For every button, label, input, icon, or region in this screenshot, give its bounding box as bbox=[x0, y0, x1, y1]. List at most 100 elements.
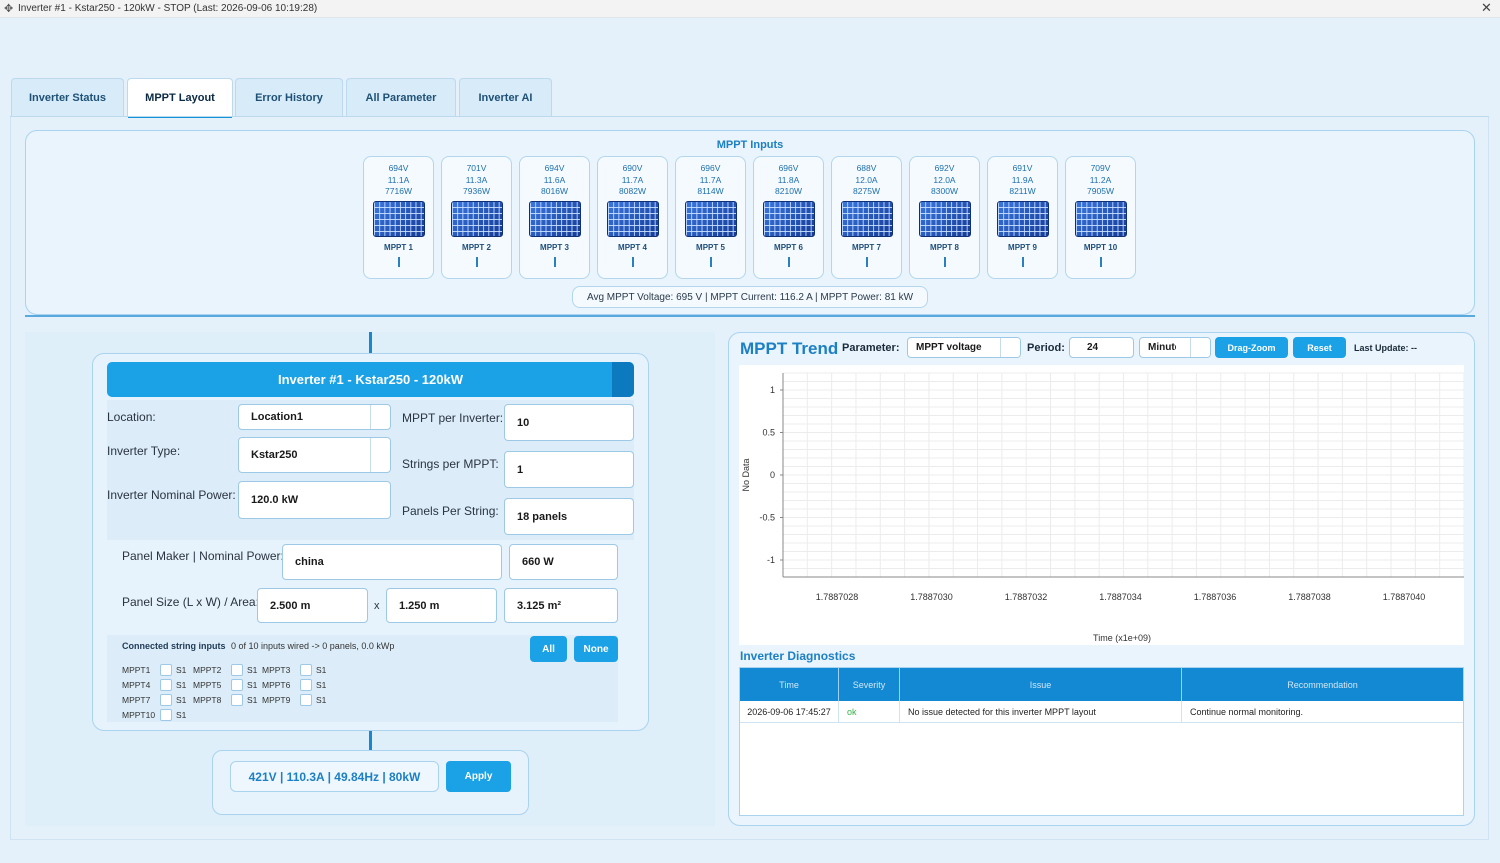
close-icon[interactable]: ✕ bbox=[1481, 1, 1492, 16]
string-input-checkbox[interactable] bbox=[160, 694, 172, 706]
mppt-power: 8210W bbox=[775, 186, 802, 196]
solar-panel-icon bbox=[919, 201, 971, 237]
panel-width-field[interactable]: 1.250 m bbox=[386, 588, 497, 623]
tab-inverter-status[interactable]: Inverter Status bbox=[11, 78, 124, 116]
mppt-card[interactable]: 692V 12.0A 8300W MPPT 8 bbox=[909, 156, 980, 279]
reset-button[interactable]: Reset bbox=[1293, 337, 1346, 358]
panels-per-string-field[interactable]: 18 panels bbox=[504, 498, 634, 535]
panel-length-field[interactable]: 2.500 m bbox=[257, 588, 368, 623]
mppt-current: 12.0A bbox=[855, 174, 878, 185]
string-input-checkbox[interactable] bbox=[300, 664, 312, 676]
string-input-s-label: S1 bbox=[316, 695, 327, 705]
inverter-readout: 421V | 110.3A | 49.84Hz | 80kW bbox=[230, 761, 439, 792]
connector-line-top bbox=[369, 332, 372, 353]
nominal-power-field[interactable]: 120.0 kW bbox=[238, 481, 391, 519]
mppt-card[interactable]: 701V 11.3A 7936W MPPT 2 bbox=[441, 156, 512, 279]
select-none-button[interactable]: None bbox=[574, 636, 618, 662]
solar-panel-icon bbox=[763, 201, 815, 237]
string-input-checkbox[interactable] bbox=[231, 694, 243, 706]
window-title: Inverter #1 - Kstar250 - 120kW - STOP (L… bbox=[18, 3, 318, 14]
diag-cell-recommendation: Continue normal monitoring. bbox=[1182, 701, 1463, 723]
panel-power-field[interactable]: 660 W bbox=[509, 544, 618, 580]
tab-mppt-layout[interactable]: MPPT Layout bbox=[127, 78, 233, 118]
solar-panel-icon bbox=[607, 201, 659, 237]
mppt-card[interactable]: 709V 11.2A 7905W MPPT 10 bbox=[1065, 156, 1136, 279]
parameter-label: Parameter: bbox=[842, 342, 900, 354]
x-tick-label: 1.7887028 bbox=[816, 592, 859, 602]
strings-per-mppt-label: Strings per MPPT: bbox=[402, 457, 499, 471]
tab-error-history[interactable]: Error History bbox=[235, 78, 343, 116]
tab-inverter-ai[interactable]: Inverter AI bbox=[459, 78, 552, 116]
apply-button[interactable]: Apply bbox=[446, 761, 511, 792]
solar-panel-icon bbox=[451, 201, 503, 237]
diagnostics-table: Time Severity Issue Recommendation 2026-… bbox=[739, 667, 1464, 816]
mppt-wire bbox=[554, 257, 556, 267]
mppt-values: 694V 11.1A 7716W bbox=[364, 163, 433, 198]
mppt-label: MPPT 5 bbox=[696, 243, 725, 252]
mppt-per-inverter-field[interactable]: 10 bbox=[504, 404, 634, 441]
solar-panel-icon bbox=[841, 201, 893, 237]
mppt-voltage: 696V bbox=[778, 163, 799, 173]
mppt-card[interactable]: 690V 11.7A 8082W MPPT 4 bbox=[597, 156, 668, 279]
string-input-s-label: S1 bbox=[247, 665, 258, 675]
y-axis-label: No Data bbox=[741, 458, 751, 491]
mppt-power: 8275W bbox=[853, 186, 880, 196]
mppt-current: 11.2A bbox=[1089, 174, 1112, 185]
location-select[interactable]: Location1 bbox=[238, 404, 391, 430]
trend-chart[interactable]: 1 0.5 0 -0.5 -1 1.7887028 1.7887030 1.7887032 1.… bbox=[739, 365, 1465, 645]
mppt-values: 688V 12.0A 8275W bbox=[832, 163, 901, 198]
select-all-button[interactable]: All bbox=[530, 636, 567, 662]
panel-area-field[interactable]: 3.125 m² bbox=[504, 588, 618, 623]
column-header-recommendation: Recommendation bbox=[1182, 668, 1463, 701]
y-tick-label: 0 bbox=[770, 470, 775, 480]
mppt-values: 691V 11.9A 8211W bbox=[988, 163, 1057, 198]
mppt-values: 709V 11.2A 7905W bbox=[1066, 163, 1135, 198]
string-input-checkbox[interactable] bbox=[300, 694, 312, 706]
period-field[interactable]: 24 bbox=[1069, 337, 1134, 358]
mppt-voltage: 688V bbox=[856, 163, 877, 173]
string-input-checkbox[interactable] bbox=[231, 679, 243, 691]
mppt-card[interactable]: 694V 11.6A 8016W MPPT 3 bbox=[519, 156, 590, 279]
x-axis-label: Time (x1e+09) bbox=[1093, 633, 1151, 643]
mppt-label: MPPT 3 bbox=[540, 243, 569, 252]
x-tick-label: 1.7887038 bbox=[1288, 592, 1331, 602]
mppt-card[interactable]: 696V 11.7A 8114W MPPT 5 bbox=[675, 156, 746, 279]
drag-zoom-button[interactable]: Drag-Zoom bbox=[1215, 337, 1288, 358]
mppt-card[interactable]: 691V 11.9A 8211W MPPT 9 bbox=[987, 156, 1058, 279]
mppt-wire bbox=[398, 257, 400, 267]
y-tick-label: -0.5 bbox=[759, 513, 775, 523]
panel-maker-field[interactable]: china bbox=[282, 544, 502, 580]
string-input-checkbox[interactable] bbox=[300, 679, 312, 691]
mppt-card[interactable]: 694V 11.1A 7716W MPPT 1 bbox=[363, 156, 434, 279]
mppt-summary: Avg MPPT Voltage: 695 V | MPPT Current: … bbox=[572, 286, 928, 308]
strings-per-mppt-field[interactable]: 1 bbox=[504, 451, 634, 488]
mppt-voltage: 709V bbox=[1090, 163, 1111, 173]
location-label: Location: bbox=[107, 410, 156, 424]
mppt-card[interactable]: 696V 11.8A 8210W MPPT 6 bbox=[753, 156, 824, 279]
parameter-select[interactable]: MPPT voltage bbox=[907, 337, 1021, 358]
mppt-card[interactable]: 688V 12.0A 8275W MPPT 7 bbox=[831, 156, 902, 279]
inverter-header-handle[interactable] bbox=[612, 362, 634, 397]
string-input-checkbox[interactable] bbox=[160, 679, 172, 691]
string-input-s-label: S1 bbox=[176, 695, 187, 705]
inverter-type-select[interactable]: Kstar250 bbox=[238, 437, 391, 473]
mppt-label: MPPT 4 bbox=[618, 243, 647, 252]
mppt-voltage: 694V bbox=[388, 163, 409, 173]
period-unit-select[interactable]: Minutes bbox=[1139, 337, 1211, 358]
string-input-checkbox[interactable] bbox=[160, 664, 172, 676]
string-input-mppt-label: MPPT7 bbox=[122, 695, 151, 705]
tab-all-parameter[interactable]: All Parameter bbox=[346, 78, 456, 116]
mppt-power: 8114W bbox=[697, 186, 724, 196]
panel-maker-label: Panel Maker | Nominal Power: bbox=[122, 549, 284, 563]
panel-size-label: Panel Size (L x W) / Area: bbox=[122, 595, 259, 609]
x-tick-label: 1.7887032 bbox=[1005, 592, 1048, 602]
mppt-label: MPPT 2 bbox=[462, 243, 491, 252]
diag-cell-issue: No issue detected for this inverter MPPT… bbox=[900, 701, 1182, 723]
string-input-checkbox[interactable] bbox=[160, 709, 172, 721]
solar-panel-icon bbox=[1075, 201, 1127, 237]
mppt-wire bbox=[710, 257, 712, 267]
x-tick-label: 1.7887034 bbox=[1099, 592, 1142, 602]
string-input-checkbox[interactable] bbox=[231, 664, 243, 676]
string-input-s-label: S1 bbox=[176, 710, 187, 720]
string-input-mppt-label: MPPT9 bbox=[262, 695, 291, 705]
